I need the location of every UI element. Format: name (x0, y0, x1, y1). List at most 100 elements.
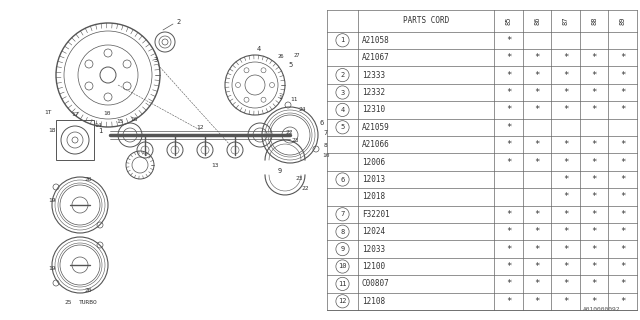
Text: A21067: A21067 (362, 53, 390, 62)
Text: *: * (506, 123, 511, 132)
Text: 1T: 1T (44, 109, 52, 115)
Text: 1: 1 (340, 37, 344, 43)
Text: *: * (620, 279, 625, 288)
Text: *: * (506, 105, 511, 115)
Text: *: * (563, 279, 568, 288)
Text: *: * (534, 105, 540, 115)
Text: *: * (591, 192, 597, 201)
Text: *: * (534, 262, 540, 271)
Text: A21059: A21059 (362, 123, 390, 132)
Text: 11: 11 (339, 281, 347, 287)
Text: 6: 6 (320, 120, 324, 126)
Text: *: * (563, 244, 568, 254)
Text: *: * (591, 71, 597, 80)
Bar (56, 120, 94, 160)
Text: *: * (591, 227, 597, 236)
Text: *: * (591, 158, 597, 167)
Text: *: * (534, 140, 540, 149)
Text: 4: 4 (257, 46, 261, 52)
Text: 25: 25 (64, 300, 72, 306)
Text: 19: 19 (48, 267, 56, 271)
Text: *: * (620, 244, 625, 254)
Text: 10: 10 (323, 153, 330, 157)
Text: 85: 85 (506, 17, 511, 25)
Text: *: * (591, 262, 597, 271)
Text: *: * (591, 210, 597, 219)
Text: 9: 9 (278, 168, 282, 174)
Text: 15: 15 (116, 118, 124, 124)
Text: 10: 10 (339, 263, 347, 269)
Text: 20: 20 (84, 177, 92, 181)
Text: *: * (534, 279, 540, 288)
Text: 13: 13 (211, 163, 219, 167)
Text: *: * (563, 71, 568, 80)
Text: *: * (620, 88, 625, 97)
Text: *: * (534, 88, 540, 97)
Text: 5: 5 (340, 124, 344, 130)
Text: *: * (620, 140, 625, 149)
Text: *: * (563, 53, 568, 62)
Text: 12: 12 (339, 298, 347, 304)
Text: *: * (506, 244, 511, 254)
Text: *: * (563, 227, 568, 236)
Text: 89: 89 (620, 17, 626, 25)
Text: *: * (591, 88, 597, 97)
Text: 3: 3 (154, 57, 158, 63)
Text: 7: 7 (324, 130, 328, 136)
Text: *: * (506, 53, 511, 62)
Text: *: * (506, 158, 511, 167)
Text: 12033: 12033 (362, 244, 385, 254)
Text: 23: 23 (295, 175, 303, 180)
Text: *: * (506, 210, 511, 219)
Text: PARTS CORD: PARTS CORD (403, 16, 449, 25)
Text: *: * (506, 71, 511, 80)
Text: *: * (591, 53, 597, 62)
Text: *: * (620, 53, 625, 62)
Text: *: * (563, 262, 568, 271)
Text: *: * (563, 192, 568, 201)
Text: 8: 8 (340, 229, 344, 235)
Text: 2: 2 (177, 19, 181, 25)
Text: 12310: 12310 (362, 105, 385, 115)
Text: *: * (591, 140, 597, 149)
Text: *: * (563, 175, 568, 184)
Text: *: * (534, 297, 540, 306)
Text: *: * (591, 175, 597, 184)
Text: A21066: A21066 (362, 140, 390, 149)
Text: *: * (563, 140, 568, 149)
Text: 12018: 12018 (362, 192, 385, 201)
Text: 12332: 12332 (362, 88, 385, 97)
Text: 27: 27 (294, 52, 300, 58)
Text: 16: 16 (131, 116, 138, 122)
Text: 2: 2 (340, 72, 344, 78)
Text: 4: 4 (340, 107, 344, 113)
Text: 12108: 12108 (362, 297, 385, 306)
Text: *: * (620, 227, 625, 236)
Text: *: * (534, 71, 540, 80)
Text: *: * (534, 227, 540, 236)
Text: *: * (620, 175, 625, 184)
Text: *: * (563, 297, 568, 306)
Text: *: * (563, 158, 568, 167)
Text: *: * (563, 210, 568, 219)
Text: 10: 10 (103, 110, 111, 116)
Text: 1: 1 (98, 128, 102, 134)
Text: 5: 5 (289, 62, 293, 68)
Text: *: * (620, 71, 625, 80)
Text: *: * (534, 210, 540, 219)
Text: *: * (620, 105, 625, 115)
Text: *: * (620, 210, 625, 219)
Text: *: * (506, 297, 511, 306)
Text: *: * (506, 279, 511, 288)
Text: 23: 23 (291, 138, 299, 142)
Text: *: * (620, 158, 625, 167)
Text: *: * (563, 88, 568, 97)
Text: *: * (534, 53, 540, 62)
Text: *: * (506, 88, 511, 97)
Text: A010000092: A010000092 (582, 307, 620, 312)
Text: 12006: 12006 (362, 158, 385, 167)
Text: 12: 12 (196, 124, 204, 130)
Text: *: * (506, 227, 511, 236)
Text: *: * (534, 244, 540, 254)
Text: *: * (506, 140, 511, 149)
